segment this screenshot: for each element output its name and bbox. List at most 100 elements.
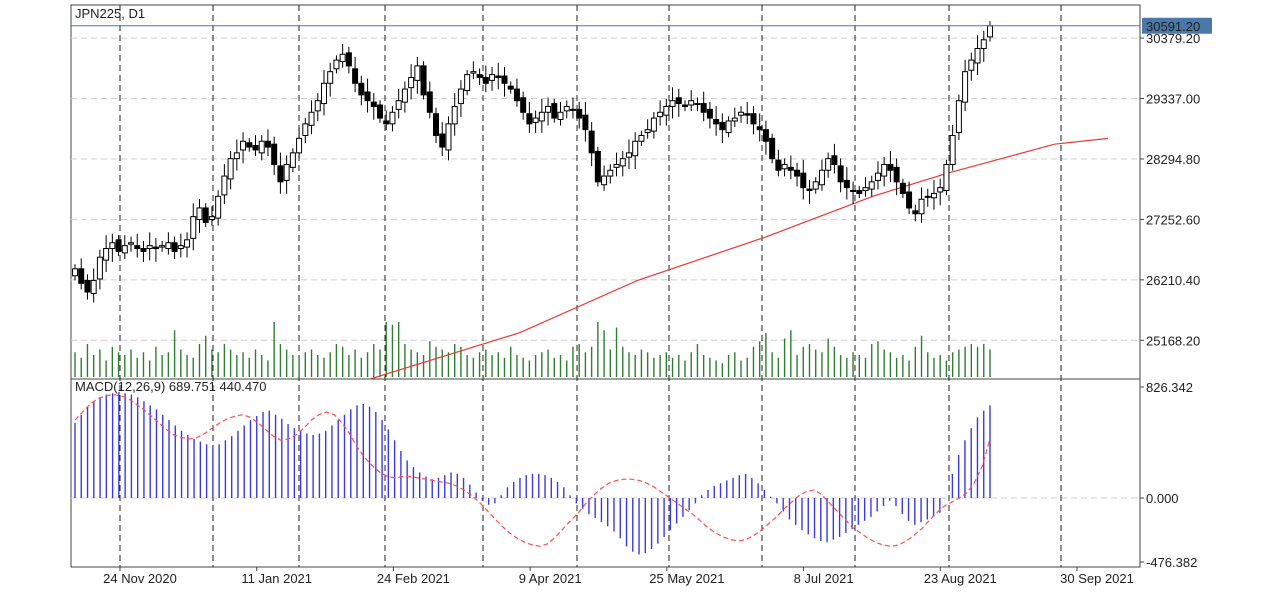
price-tick-label: 25168.20 xyxy=(1146,333,1200,348)
candle-body xyxy=(134,245,141,250)
candle-body xyxy=(706,108,713,119)
candle-body xyxy=(937,187,944,193)
candle-body xyxy=(140,248,147,252)
candle-body xyxy=(215,195,222,219)
price-tick-label: 29337.00 xyxy=(1146,92,1200,107)
candle-body xyxy=(787,166,794,171)
candle-body xyxy=(569,108,576,111)
candle-body xyxy=(650,117,657,132)
candle-body xyxy=(121,245,128,254)
date-tick-label: 30 Sep 2021 xyxy=(1060,571,1134,586)
candle-body xyxy=(930,192,937,199)
candle-body xyxy=(601,175,608,186)
candle-body xyxy=(302,123,309,136)
candle-body xyxy=(401,88,408,103)
candle-body xyxy=(825,158,832,171)
candle-body xyxy=(296,137,303,154)
candle-body xyxy=(843,179,850,189)
candle-body xyxy=(445,123,452,151)
candle-body xyxy=(738,111,745,116)
candle-body xyxy=(520,97,527,113)
candle-body xyxy=(775,159,782,171)
candle-body xyxy=(190,216,197,239)
candle-body xyxy=(146,245,153,250)
candle-body xyxy=(433,113,440,136)
candle-body xyxy=(90,279,97,294)
current-price-tag: 30591.20 xyxy=(1142,17,1212,34)
candle-body xyxy=(906,191,913,209)
candle-body xyxy=(893,166,900,183)
candle-body xyxy=(619,158,626,167)
candle-body xyxy=(395,100,402,110)
date-tick-label: 23 Aug 2021 xyxy=(924,571,997,586)
candle-body xyxy=(202,207,209,223)
candle-body xyxy=(115,239,122,252)
candle-body xyxy=(283,163,290,181)
candle-body xyxy=(72,268,78,277)
candle-body xyxy=(526,113,533,125)
candle-body xyxy=(345,52,352,67)
candle-body xyxy=(314,100,321,112)
candle-body xyxy=(794,169,801,177)
candle-body xyxy=(812,181,819,190)
price-tick-label: 30379.20 xyxy=(1146,31,1200,46)
candle-body xyxy=(128,242,135,245)
symbol-label: JPN225, D1 xyxy=(75,6,145,21)
candle-body xyxy=(657,111,664,118)
candle-body xyxy=(563,105,570,112)
candle-body xyxy=(271,143,278,165)
candle-body xyxy=(227,158,234,180)
candle-body xyxy=(837,165,844,183)
candle-body xyxy=(476,74,483,78)
candle-body xyxy=(887,163,894,171)
candle-body xyxy=(370,101,377,107)
price-tick-label: 26210.40 xyxy=(1146,273,1200,288)
candle-body xyxy=(258,140,265,154)
candle-body xyxy=(675,97,682,105)
candle-body xyxy=(551,103,558,119)
candle-body xyxy=(850,190,857,193)
candle-body xyxy=(874,172,881,181)
candle-body xyxy=(762,129,769,142)
candle-body xyxy=(495,75,502,78)
candle-body xyxy=(613,163,620,168)
candle-body xyxy=(308,111,315,126)
candle-body xyxy=(208,216,215,221)
candle-body xyxy=(246,142,253,148)
candle-body xyxy=(881,163,888,177)
candle-body xyxy=(383,120,390,125)
candle-body xyxy=(470,71,477,74)
macd-label: MACD(12,26,9) 689.751 440.470 xyxy=(75,379,267,394)
candle-body xyxy=(545,105,552,113)
candle-body xyxy=(955,100,962,134)
candle-body xyxy=(663,105,670,116)
candle-body xyxy=(439,133,446,148)
candle-body xyxy=(414,65,421,81)
candle-body xyxy=(277,165,284,183)
candle-body xyxy=(451,105,458,125)
candle-body xyxy=(152,246,159,250)
candle-body xyxy=(252,145,259,151)
moving-average-line xyxy=(370,137,1108,380)
candle-body xyxy=(103,248,110,261)
candle-body xyxy=(84,279,91,293)
candle-body xyxy=(426,91,433,113)
candle-body xyxy=(333,59,340,70)
candle-body xyxy=(320,82,327,105)
price-tick-label: 28294.80 xyxy=(1146,152,1200,167)
candle-body xyxy=(800,172,807,189)
candle-body xyxy=(987,25,993,38)
candle-body xyxy=(489,74,496,81)
candle-body xyxy=(364,91,371,102)
candle-body xyxy=(756,126,763,131)
candle-body xyxy=(482,76,489,84)
candle-body xyxy=(644,129,651,134)
candle-body xyxy=(165,242,172,250)
candle-body xyxy=(576,108,583,119)
candle-body xyxy=(943,163,950,192)
candle-body xyxy=(899,182,906,194)
candle-body xyxy=(625,152,632,158)
candle-body xyxy=(918,198,925,215)
